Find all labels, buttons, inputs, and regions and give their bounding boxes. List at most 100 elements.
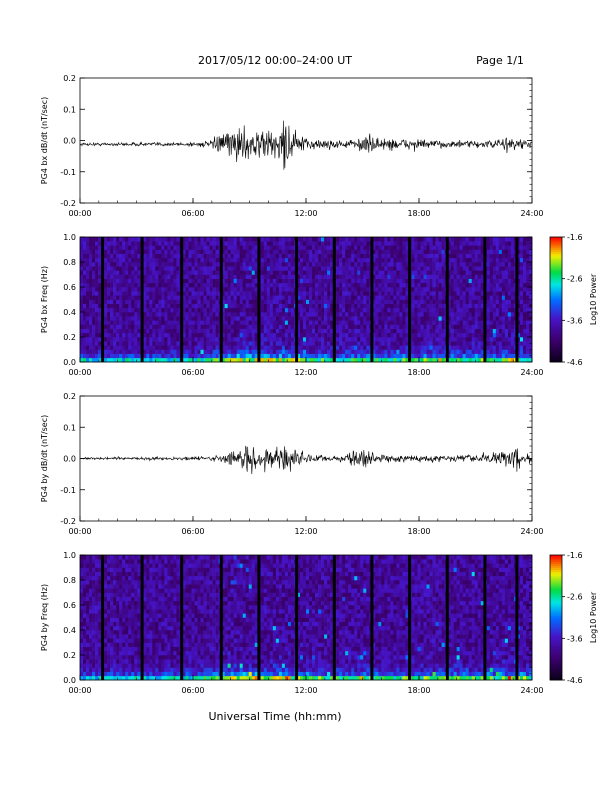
- spectrogram-cell: [421, 287, 424, 291]
- spectrogram-cell: [336, 316, 339, 320]
- spectrogram-cell: [306, 262, 309, 266]
- spectrogram-cell: [375, 275, 378, 279]
- spectrogram-cell: [201, 245, 204, 249]
- spectrogram-cell: [161, 333, 164, 337]
- spectrogram-cell: [433, 283, 436, 287]
- spectrogram-cell: [472, 333, 475, 337]
- spectrogram-cell: [306, 304, 309, 308]
- spectrogram-cell: [417, 345, 420, 349]
- spectrogram-cell: [520, 270, 523, 274]
- spectrogram-cell: [357, 283, 360, 287]
- spectrogram-cell: [436, 325, 439, 329]
- spectrogram-cell: [243, 287, 246, 291]
- spectrogram-cell: [131, 287, 134, 291]
- spectrogram-cell: [89, 258, 92, 262]
- spectrogram-cell: [487, 304, 490, 308]
- spectrogram-cell: [451, 291, 454, 295]
- spectrogram-cell: [511, 283, 514, 287]
- spectrogram-cell: [393, 325, 396, 329]
- spectrogram-cell: [303, 337, 306, 341]
- spectrogram-cell: [390, 320, 393, 324]
- spectrogram-cell: [318, 325, 321, 329]
- spectrogram-cell: [249, 266, 252, 270]
- spectrogram-cell: [424, 245, 427, 249]
- spectrogram-cell: [246, 354, 249, 358]
- spectrogram-cell: [390, 254, 393, 258]
- spectrogram-cell: [170, 291, 173, 295]
- spectrogram-cell: [436, 241, 439, 245]
- spectrogram-cell: [439, 320, 442, 324]
- spectrogram-cell: [164, 270, 167, 274]
- spectrogram-cell: [267, 254, 270, 258]
- spectrogram-cell: [285, 275, 288, 279]
- spectrogram-cell: [463, 300, 466, 304]
- spectrogram-cell: [89, 647, 92, 651]
- spectrogram-cell: [104, 304, 107, 308]
- spectrogram-cell: [125, 270, 128, 274]
- spectrogram-cell: [110, 262, 113, 266]
- spectrogram-cell: [155, 308, 158, 312]
- spectrogram-cell: [125, 258, 128, 262]
- spectrogram-cell: [146, 258, 149, 262]
- spectrogram-cell: [83, 350, 86, 354]
- spectrogram-cell: [92, 572, 95, 576]
- spectrogram-cell: [424, 329, 427, 333]
- spectrogram-cell: [393, 295, 396, 299]
- spectrogram-cell: [487, 341, 490, 345]
- spectrogram-cell: [309, 275, 312, 279]
- spectrogram-cell: [469, 291, 472, 295]
- spectrogram-cell: [204, 266, 207, 270]
- spectrogram-cell: [125, 300, 128, 304]
- spectrogram-cell: [143, 279, 146, 283]
- spectrogram-cell: [366, 250, 369, 254]
- spectrogram-cell: [243, 245, 246, 249]
- y-tick-label: 0.1: [63, 423, 76, 432]
- data-gap: [515, 237, 518, 362]
- spectrogram-cell: [240, 333, 243, 337]
- spectrogram-cell: [270, 237, 273, 241]
- x-axis-label: Universal Time (hh:mm): [209, 710, 342, 723]
- spectrogram-cell: [345, 354, 348, 358]
- spectrogram-cell: [300, 304, 303, 308]
- spectrogram-cell: [204, 345, 207, 349]
- spectrogram-cell: [351, 266, 354, 270]
- spectrogram-cell: [466, 279, 469, 283]
- spectrogram-cell: [279, 291, 282, 295]
- spectrogram-cell: [285, 350, 288, 354]
- spectrogram-cell: [92, 320, 95, 324]
- y-tick-label: 0.2: [63, 74, 76, 83]
- spectrogram-cell: [511, 329, 514, 333]
- spectrogram-cell: [95, 308, 98, 312]
- y-tick-label: 0.0: [63, 358, 76, 367]
- spectrogram-cell: [327, 350, 330, 354]
- spectrogram-cell: [285, 245, 288, 249]
- spectrogram-cell: [414, 250, 417, 254]
- spectrogram-cell: [270, 300, 273, 304]
- y-tick-label: 1.0: [63, 233, 76, 242]
- spectrogram-cell: [421, 337, 424, 341]
- spectrogram-cell: [279, 254, 282, 258]
- spectrogram-cell: [342, 312, 345, 316]
- spectrogram-cell: [523, 337, 526, 341]
- spectrogram-cell: [375, 279, 378, 283]
- spectrogram-cell: [207, 254, 210, 258]
- spectrogram-cell: [116, 312, 119, 316]
- spectrogram-cell: [213, 350, 216, 354]
- spectrogram-cell: [201, 316, 204, 320]
- spectrogram-cell: [490, 304, 493, 308]
- spectrogram-cell: [457, 345, 460, 349]
- spectrogram-cell: [523, 316, 526, 320]
- spectrogram-cell: [478, 337, 481, 341]
- y-tick-label: 0.0: [63, 455, 76, 464]
- spectrogram-cell: [363, 354, 366, 358]
- spectrogram-cell: [421, 250, 424, 254]
- spectrogram-cell: [243, 275, 246, 279]
- spectrogram-cell: [360, 258, 363, 262]
- spectrogram-cell: [119, 304, 122, 308]
- spectrogram-cell: [366, 279, 369, 283]
- spectrogram-cell: [402, 300, 405, 304]
- spectrogram-cell: [92, 647, 95, 651]
- spectrogram-cell: [276, 262, 279, 266]
- spectrogram-cell: [427, 350, 430, 354]
- spectrogram-cell: [318, 270, 321, 274]
